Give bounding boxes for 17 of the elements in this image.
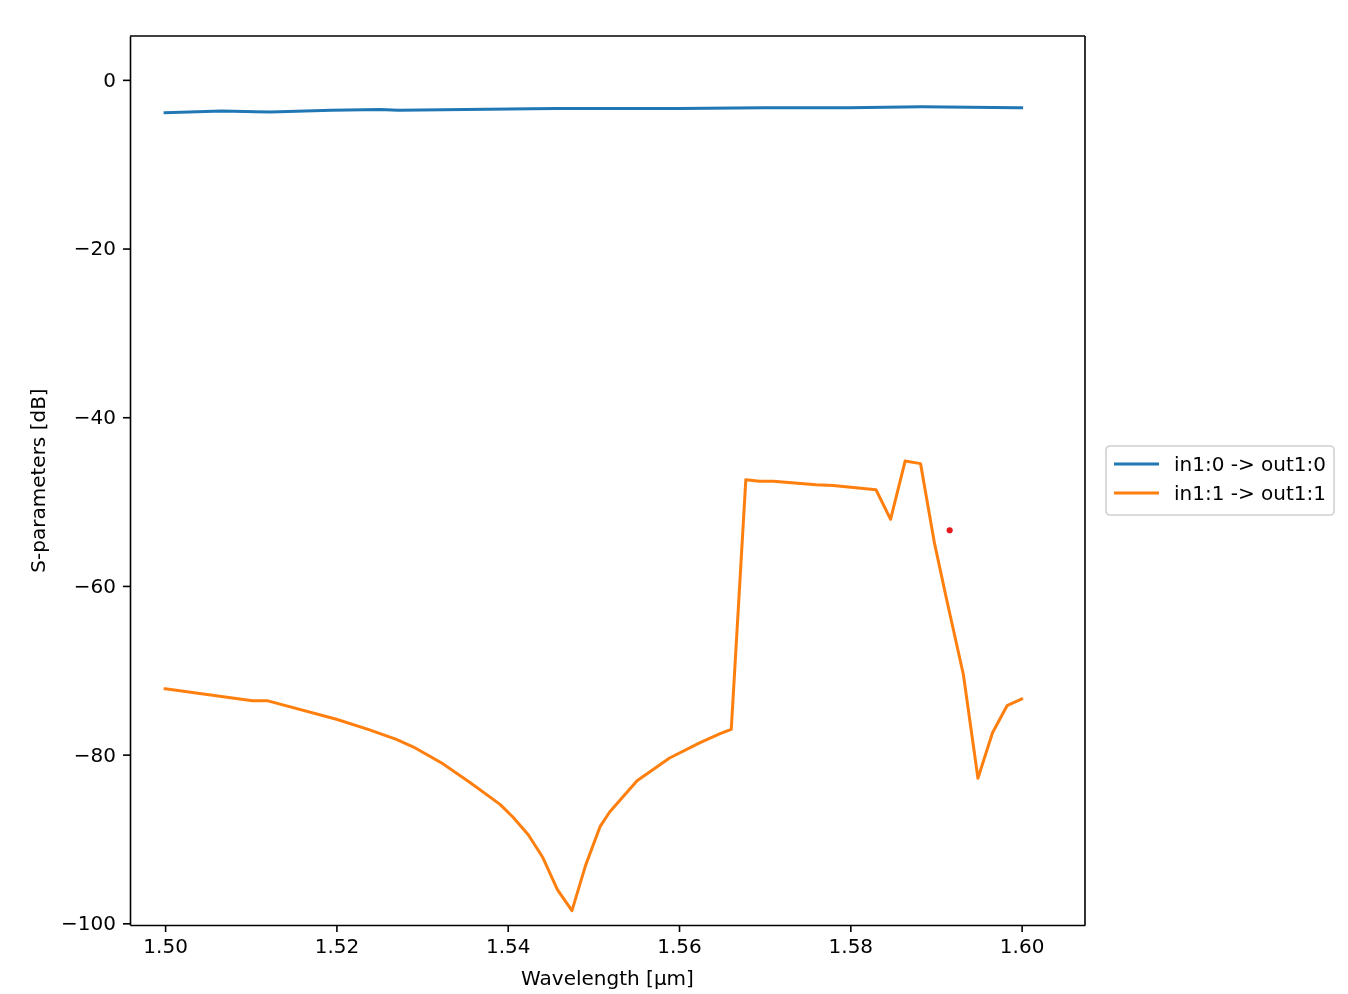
legend-label: in1:1 -> out1:1 bbox=[1174, 481, 1327, 505]
y-tick-label: −80 bbox=[73, 742, 116, 767]
x-tick-label: 1.58 bbox=[828, 934, 874, 959]
y-tick-label: −60 bbox=[73, 573, 116, 598]
x-axis-title: Wavelength [μm] bbox=[521, 966, 694, 990]
x-tick-label: 1.56 bbox=[657, 934, 702, 959]
y-tick-label: −20 bbox=[73, 236, 116, 261]
legend-label: in1:0 -> out1:0 bbox=[1174, 452, 1327, 476]
x-tick-label: 1.52 bbox=[314, 934, 360, 959]
x-tick-label: 1.50 bbox=[143, 934, 188, 959]
y-tick-label: 0 bbox=[103, 67, 116, 92]
x-tick-label: 1.60 bbox=[999, 934, 1045, 959]
y-tick-label: −100 bbox=[61, 911, 116, 936]
line-series bbox=[163, 459, 1024, 913]
x-tick-label: 1.54 bbox=[485, 934, 531, 959]
y-tick-label: −40 bbox=[73, 405, 116, 430]
y-axis-title: S-parameters [dB] bbox=[26, 388, 50, 573]
